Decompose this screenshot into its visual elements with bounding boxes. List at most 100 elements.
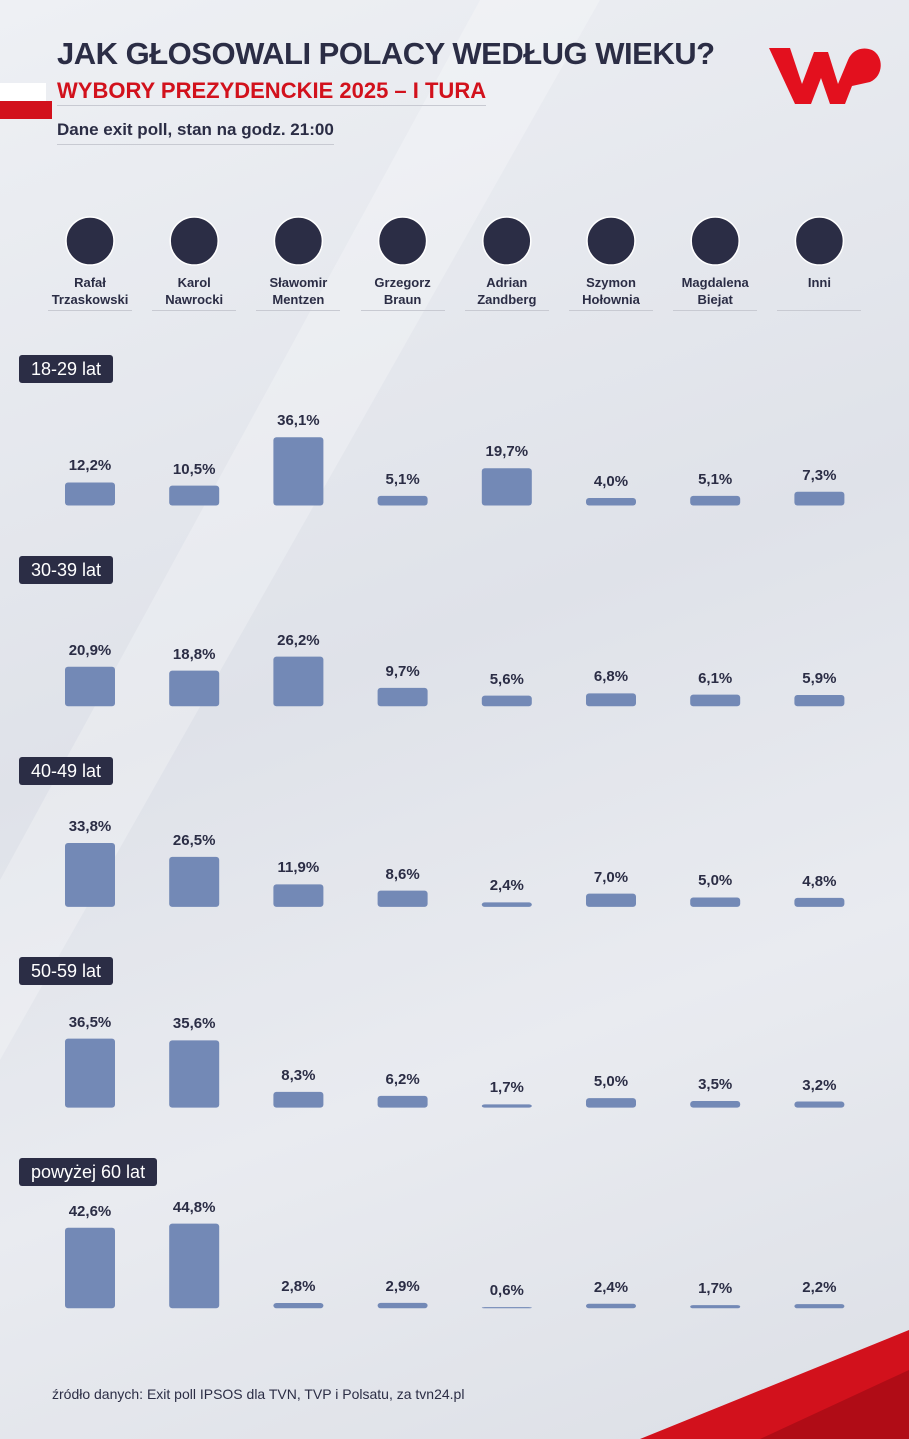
value-label: 2,4% (489, 877, 524, 895)
value-label: 6,8% (593, 668, 629, 686)
candidate-name-text: Szymon Hołownia (582, 275, 640, 307)
corner-dark (760, 1370, 909, 1439)
candidate-name-text: Sławomir Mentzen (269, 275, 328, 307)
value-label: 9,7% (385, 662, 420, 680)
avatar (586, 216, 636, 266)
bar (690, 694, 741, 707)
value-label: 36,5% (68, 1013, 112, 1031)
bar (377, 1095, 428, 1108)
logo (769, 48, 881, 104)
bar (377, 495, 428, 506)
value-label: 42,6% (68, 1202, 112, 1220)
bar (65, 1227, 115, 1309)
candidate-name: Sławomir Mentzen (256, 274, 341, 311)
value-label: 20,9% (68, 641, 112, 659)
bar (690, 495, 741, 506)
value-label: 7,0% (593, 868, 629, 886)
candidate-name: Adrian Zandberg (464, 274, 549, 311)
value-label: 5,9% (802, 670, 837, 688)
avatar (273, 216, 324, 266)
bar (273, 656, 324, 707)
value-label: 1,7% (698, 1280, 733, 1298)
bar (377, 890, 428, 907)
bar (273, 884, 324, 907)
value-label: 2,4% (593, 1278, 629, 1296)
bar (481, 1104, 532, 1108)
bar (586, 497, 636, 506)
value-label: 26,5% (172, 831, 216, 849)
value-label: 2,2% (802, 1279, 837, 1297)
bar (586, 693, 636, 707)
bar (377, 1302, 428, 1309)
avatar (377, 216, 428, 266)
bar (273, 437, 324, 506)
bar (65, 666, 115, 707)
value-label: 4,0% (593, 472, 629, 490)
candidate-name-text: Rafał Trzaskowski (51, 275, 129, 307)
avatar (65, 216, 115, 266)
age-group-label: powyżej 60 lat (19, 1158, 158, 1187)
bar (690, 1100, 741, 1108)
bar (690, 1305, 741, 1309)
bar (65, 482, 115, 506)
value-label: 3,5% (698, 1075, 733, 1093)
value-label: 11,9% (277, 859, 320, 877)
value-label: 1,7% (489, 1079, 524, 1097)
flag-white (0, 83, 46, 101)
bar (169, 485, 220, 506)
bar (169, 1040, 220, 1108)
note: Dane exit poll, stan na godz. 21:00 (57, 120, 334, 145)
value-label: 19,7% (485, 443, 529, 461)
candidate-name: Karol Nawrocki (152, 274, 237, 311)
bar (586, 1098, 636, 1108)
bar (794, 1101, 845, 1108)
candidate-name-text: Magdalena Biejat (681, 275, 749, 307)
value-label: 7,3% (802, 466, 837, 484)
bar (586, 893, 636, 907)
bar (481, 1307, 532, 1309)
value-label: 5,0% (698, 872, 733, 890)
value-label: 36,1% (277, 412, 320, 430)
value-label: 5,1% (385, 470, 420, 488)
bar (273, 1091, 324, 1108)
age-group-label: 40-49 lat (19, 756, 114, 785)
age-group-label: 18-29 lat (19, 355, 114, 383)
value-label: 35,6% (172, 1015, 216, 1033)
candidate-name-text: Inni (807, 275, 831, 290)
candidate-name-text: Karol Nawrocki (165, 275, 224, 307)
value-label: 12,2% (68, 457, 112, 475)
value-label: 2,8% (281, 1278, 316, 1295)
candidate-name: Rafał Trzaskowski (48, 274, 132, 311)
bar (481, 902, 532, 907)
candidate-name: Grzegorz Braun (360, 274, 445, 311)
subtitle: WYBORY PREZYDENCKIE 2025 – I TURA (57, 78, 487, 106)
logo-shape (769, 48, 881, 104)
bar (169, 856, 220, 907)
bar (794, 1304, 845, 1309)
value-label: 4,8% (802, 872, 837, 890)
candidate-name-text: Grzegorz Braun (374, 275, 431, 307)
bar (65, 1038, 115, 1108)
value-label: 6,1% (698, 669, 733, 687)
value-label: 8,6% (385, 865, 420, 883)
candidate-name: Szymon Hołownia (569, 274, 653, 311)
value-label: 5,1% (698, 470, 733, 488)
bar (690, 897, 741, 907)
bar (794, 491, 845, 506)
bar (794, 695, 845, 707)
value-label: 0,6% (489, 1282, 524, 1300)
age-group-label: 50-59 lat (19, 957, 114, 986)
bar (65, 843, 115, 907)
bar (169, 1223, 220, 1309)
avatar (482, 216, 532, 266)
light-streak (0, 0, 600, 1060)
bar (794, 897, 845, 907)
value-label: 33,8% (68, 818, 112, 836)
value-label: 26,2% (277, 631, 320, 649)
age-group-label: 30-39 lat (19, 555, 114, 584)
bar (169, 670, 220, 707)
bar (481, 695, 532, 707)
candidate-name: Inni (777, 274, 862, 311)
value-label: 10,5% (172, 460, 216, 478)
